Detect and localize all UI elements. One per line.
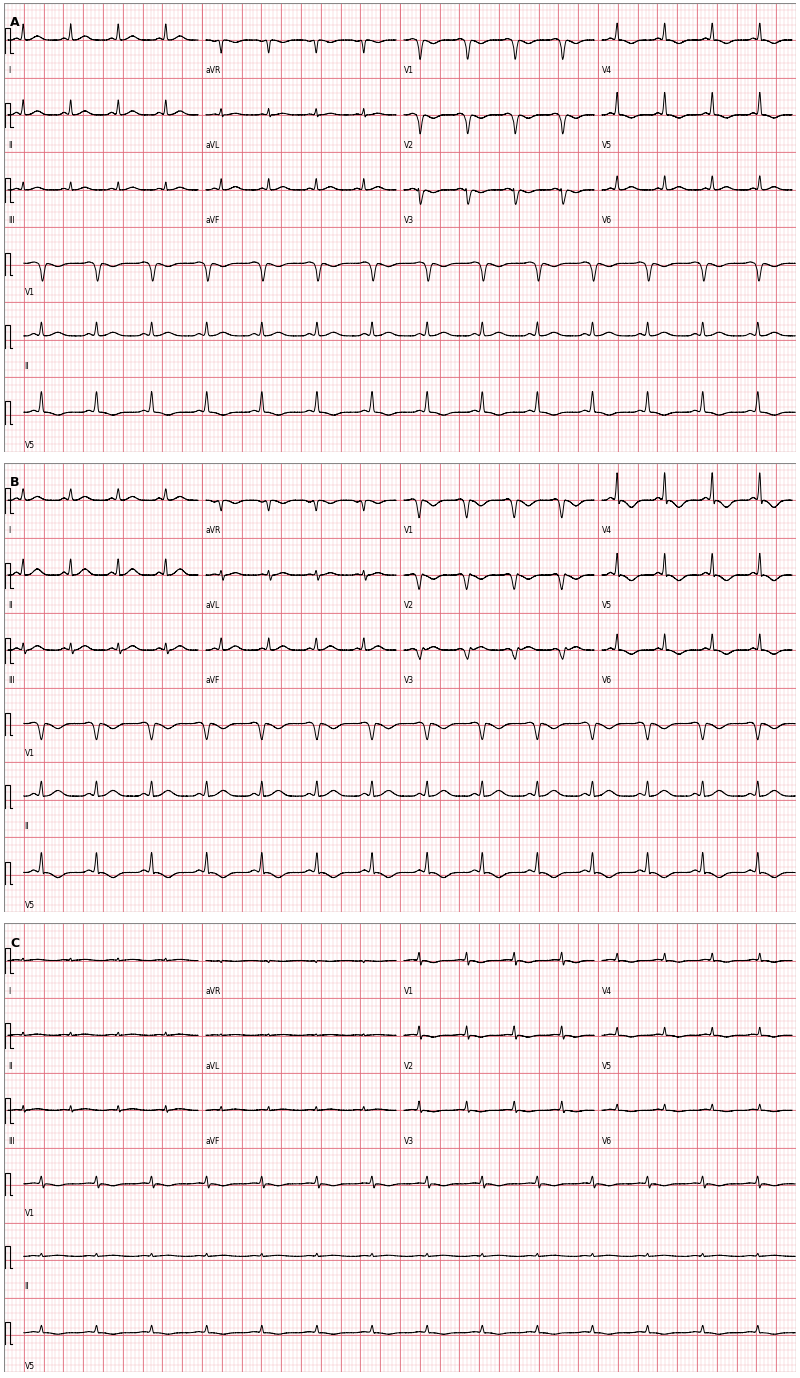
Text: V1: V1: [404, 526, 414, 535]
Text: I: I: [8, 66, 10, 74]
Text: III: III: [8, 216, 14, 225]
Text: V4: V4: [602, 987, 612, 995]
Text: aVF: aVF: [206, 216, 220, 225]
Text: aVF: aVF: [206, 1137, 220, 1145]
Text: V5: V5: [25, 901, 34, 911]
Text: V5: V5: [25, 441, 34, 451]
Text: V1: V1: [25, 288, 34, 298]
Text: V6: V6: [602, 677, 612, 685]
Text: III: III: [8, 677, 14, 685]
Text: V5: V5: [602, 601, 612, 610]
Text: aVR: aVR: [206, 66, 222, 74]
Text: V1: V1: [404, 66, 414, 74]
Text: V3: V3: [404, 1137, 414, 1145]
Text: aVL: aVL: [206, 601, 220, 610]
Text: aVL: aVL: [206, 1061, 220, 1071]
Text: III: III: [8, 1137, 14, 1145]
Text: V3: V3: [404, 216, 414, 225]
Text: II: II: [25, 821, 29, 831]
Text: aVR: aVR: [206, 526, 222, 535]
Text: II: II: [25, 1282, 29, 1291]
Text: V6: V6: [602, 216, 612, 225]
Text: V1: V1: [404, 987, 414, 995]
Text: V1: V1: [25, 748, 34, 758]
Text: V2: V2: [404, 1061, 414, 1071]
Text: V2: V2: [404, 601, 414, 610]
Text: V5: V5: [602, 1061, 612, 1071]
Text: B: B: [10, 477, 20, 489]
Text: II: II: [8, 601, 13, 610]
Text: V3: V3: [404, 677, 414, 685]
Text: II: II: [8, 1061, 13, 1071]
Text: aVF: aVF: [206, 677, 220, 685]
Text: II: II: [8, 141, 13, 150]
Text: V5: V5: [25, 1361, 34, 1371]
Text: V4: V4: [602, 526, 612, 535]
Text: II: II: [25, 361, 29, 371]
Text: V4: V4: [602, 66, 612, 74]
Text: V1: V1: [25, 1209, 34, 1218]
Text: V2: V2: [404, 141, 414, 150]
Text: C: C: [10, 937, 19, 949]
Text: V5: V5: [602, 141, 612, 150]
Text: V6: V6: [602, 1137, 612, 1145]
Text: I: I: [8, 987, 10, 995]
Text: aVR: aVR: [206, 987, 222, 995]
Text: aVL: aVL: [206, 141, 220, 150]
Text: A: A: [10, 17, 20, 29]
Text: I: I: [8, 526, 10, 535]
